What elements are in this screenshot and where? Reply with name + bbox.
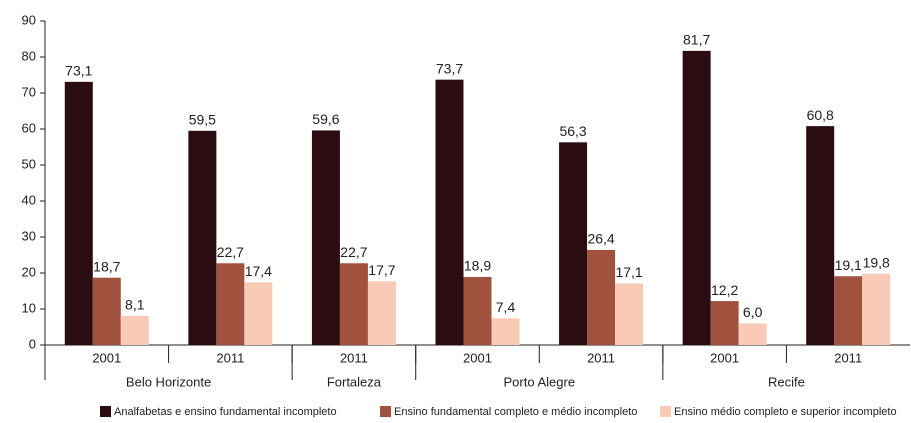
y-tick-label: 0 [29,336,36,351]
y-tick-label: 80 [22,48,36,63]
bar [244,282,273,345]
bar [120,315,149,345]
bar [435,79,464,346]
bar [92,277,121,345]
y-tick-label: 70 [22,84,36,99]
value-label: 18,7 [93,258,120,274]
x-tick-label: 2001 [92,350,121,365]
bar [738,323,767,345]
value-label: 73,7 [436,60,463,76]
bar [710,301,739,345]
bar [64,81,93,345]
bar [862,273,891,345]
x-tick-label: 2011 [216,350,244,365]
group-label: Recife [768,374,805,389]
value-label: 6,0 [743,304,763,320]
bar [587,249,616,345]
value-label: 22,7 [340,244,367,260]
group-label: Fortaleza [327,374,382,389]
value-label: 12,2 [711,282,738,298]
legend-label: Analfabetas e ensino fundamental incompl… [114,406,337,418]
y-tick-label: 40 [22,192,36,207]
value-label: 8,1 [125,297,145,313]
y-tick-label: 20 [22,264,36,279]
x-tick-label: 2011 [340,350,368,365]
legend-swatch [100,406,111,417]
value-label: 22,7 [217,244,244,260]
bar [367,281,396,345]
value-label: 18,9 [464,258,491,274]
bar [834,276,863,345]
value-label: 17,7 [368,262,395,278]
value-label: 26,4 [587,231,614,247]
bar [491,318,520,345]
value-label: 17,1 [615,264,642,280]
y-tick-label: 10 [22,300,36,315]
value-label: 19,8 [863,254,890,270]
legend-label: Ensino médio completo e superior incompl… [674,406,897,418]
bar [682,50,711,345]
y-tick-label: 30 [22,228,36,243]
x-tick-label: 2011 [834,350,862,365]
y-tick-label: 60 [22,120,36,135]
value-label: 81,7 [683,32,710,48]
y-tick-label: 90 [22,12,36,27]
bar [216,263,245,345]
bar [615,283,644,345]
legend-label: Ensino fundamental completo e médio inco… [394,406,637,418]
x-tick-label: 2001 [710,350,739,365]
x-tick-label: 2011 [587,350,615,365]
value-label: 59,6 [312,111,339,127]
bar [806,126,835,346]
group-label: Porto Alegre [504,374,576,389]
value-label: 73,1 [65,63,92,79]
bar [559,142,588,345]
legend-swatch [660,406,671,417]
value-label: 7,4 [496,299,516,315]
bar [339,263,368,345]
bar [463,276,492,345]
value-label: 59,5 [189,112,216,128]
x-tick-label: 2001 [463,350,492,365]
legend-swatch [380,406,391,417]
y-tick-label: 50 [22,156,36,171]
group-label: Belo Horizonte [126,374,211,389]
value-label: 56,3 [559,123,586,139]
bar [188,130,217,345]
value-label: 60,8 [807,107,834,123]
bar [311,130,340,345]
value-label: 19,1 [835,257,862,273]
value-label: 17,4 [245,263,272,279]
